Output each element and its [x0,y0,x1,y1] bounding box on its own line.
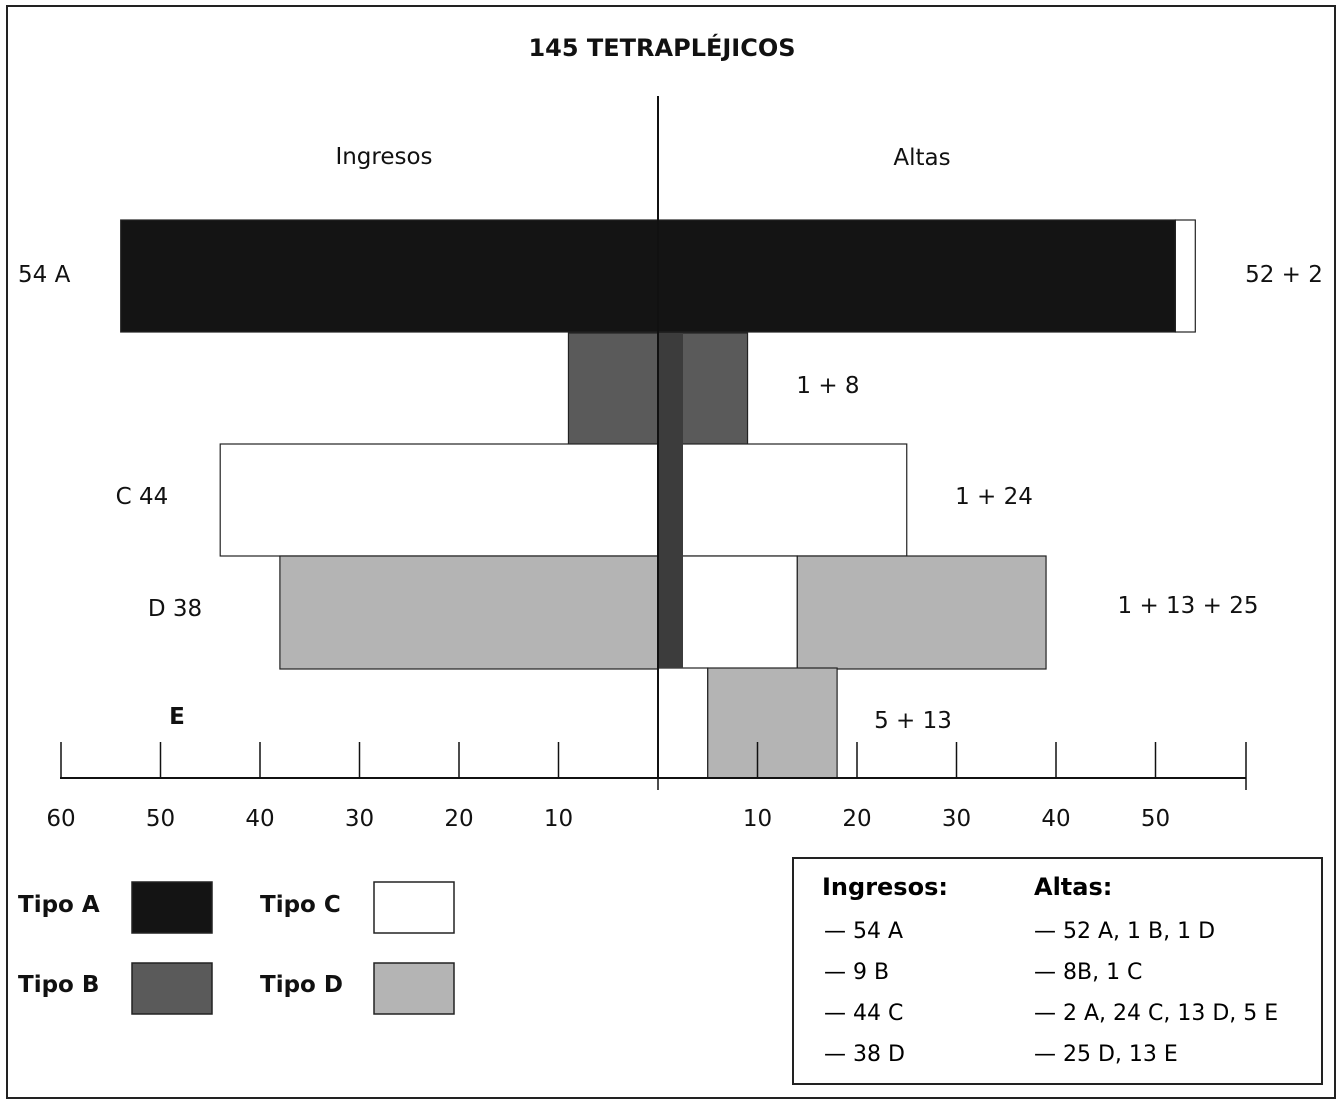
bar-altas-C [667,443,908,557]
row-label-ingresos: E [169,704,185,730]
summary-altas-header: Altas: [1034,873,1113,901]
x-axis: 60 50 40 30 20 10 10 20 30 40 50 [46,742,1247,832]
bar-ingresos-C [219,443,659,557]
bar-altas-D [707,667,838,779]
bars-layer [120,219,1196,779]
summary-ingresos-row: — 54 A [824,919,904,944]
x-tick-label: 60 [46,806,75,832]
chart-title: 145 TETRAPLÉJICOS [528,33,795,62]
summary-ingresos-header: Ingresos: [822,873,948,901]
x-tick-label: 50 [1141,806,1170,832]
legend-label: Tipo C [260,892,341,918]
row-label-altas: 1 + 24 [955,484,1033,510]
legend-swatch [131,962,213,1015]
x-tick-label: 50 [146,806,175,832]
bar-ingresos-A [120,219,659,333]
summary-box: Ingresos: Altas: — 54 A — 9 B — 44 C — 3… [792,857,1323,1085]
x-tick-label: 20 [444,806,473,832]
row-label-ingresos: D 38 [148,596,202,622]
bar-altas-C [667,555,798,670]
summary-altas-row: — 25 D, 13 E [1034,1042,1178,1067]
bar-altas-C [657,667,709,779]
bar-ingresos-B [567,332,659,446]
summary-ingresos-row: — 9 B [824,960,890,985]
legend-label: Tipo D [260,972,343,998]
x-tick-label: 30 [345,806,374,832]
row-label-ingresos: C 44 [116,484,169,510]
row-labels: 54 A 52 + 2 1 + 8 C 44 1 + 24 D 38 1 + 13 + 25… [18,262,1323,734]
x-tick-label: 10 [743,806,772,832]
right-header: Altas [893,145,950,171]
legend-label: Tipo B [18,972,99,998]
row-label-altas: 1 + 8 [796,373,859,399]
summary-ingresos-row: — 44 C [824,1001,904,1026]
left-header: Ingresos [335,144,432,170]
legend-swatch [373,962,455,1015]
legend-label: Tipo A [18,892,100,918]
summary-altas-row: — 52 A, 1 B, 1 D [1034,919,1216,944]
x-tick-label: 10 [544,806,573,832]
bar-altas-A [657,219,1177,333]
summary-altas-row: — 2 A, 24 C, 13 D, 5 E [1034,1001,1279,1026]
bar-center-band [657,333,683,668]
x-tick-label: 30 [942,806,971,832]
summary-ingresos-row: — 38 D [824,1042,905,1067]
bar-altas-D [796,555,1047,670]
legend-swatch [131,881,213,934]
legend-swatch [373,881,455,934]
x-tick-label: 20 [842,806,871,832]
summary-altas-row: — 8B, 1 C [1034,960,1143,985]
legend: Tipo A Tipo B Tipo C Tipo D [18,881,455,1015]
x-tick-label: 40 [245,806,274,832]
bar-ingresos-D [279,555,659,670]
row-label-altas: 52 + 2 [1245,262,1323,288]
row-label-ingresos: 54 A [18,262,71,288]
x-tick-label: 40 [1041,806,1070,832]
bar-altas-C [1174,219,1196,333]
row-label-altas: 1 + 13 + 25 [1118,593,1259,619]
figure-frame [6,5,1336,1099]
row-label-altas: 5 + 13 [874,708,952,734]
